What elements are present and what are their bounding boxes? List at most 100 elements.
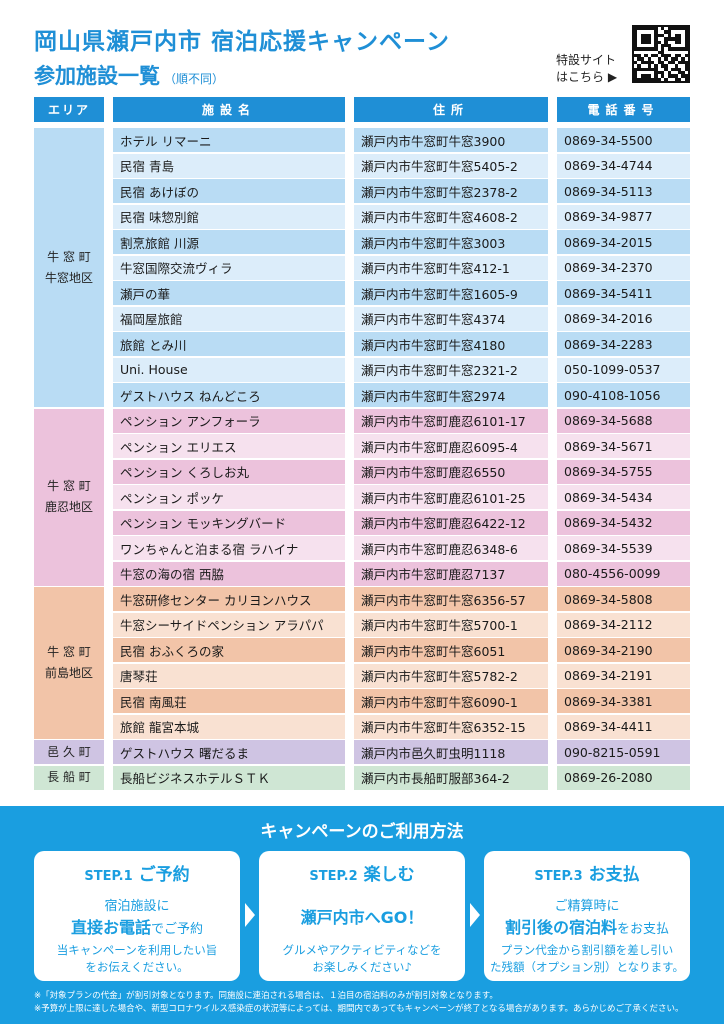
- footnote-1: ※「対象プランの代金」が割引対象となります。同施設に連泊される場合は、１泊目の宿…: [34, 991, 498, 1001]
- area-name: 長 船 町: [47, 770, 91, 784]
- step-2-line2: 瀬戸内市へGO！: [259, 904, 465, 928]
- step-1-heading: STEP.1 ご予約: [34, 860, 240, 885]
- facility-phone-cell[interactable]: 0869-34-5113: [557, 179, 690, 203]
- page-header: 岡山県瀬戸内市 宿泊応援キャンペーン 参加施設一覧 （順不同）: [34, 22, 450, 90]
- facility-address-cell: 瀬戸内市牛窓町牛窓412-1: [354, 255, 548, 280]
- step-1-label: STEP.1: [84, 869, 133, 884]
- facility-phone-cell[interactable]: 0869-34-2016: [557, 306, 690, 331]
- facility-phone-cell[interactable]: 0869-34-2283: [557, 332, 690, 356]
- facility-address-cell: 瀬戸内市邑久町虫明1118: [354, 740, 548, 764]
- facility-address-cell: 瀬戸内市牛窓町鹿忍6101-25: [354, 485, 548, 509]
- special-site-link[interactable]: 特設サイト はこちら ▶: [556, 52, 617, 86]
- column-header-phone: 電話番号: [557, 97, 690, 122]
- facility-phone-cell[interactable]: 0869-34-5539: [557, 536, 690, 560]
- step-1-emphasis: 直接お電話: [70, 918, 151, 937]
- facility-address-cell: 瀬戸内市牛窓町鹿忍6101-17: [354, 408, 548, 433]
- facility-name-cell: 民宿 おふくろの家: [113, 638, 345, 662]
- step-2-heading: STEP.2 楽しむ: [259, 860, 465, 885]
- area-cell: 牛 窓 町前島地区: [34, 587, 104, 739]
- facility-phone-cell[interactable]: 0869-34-5671: [557, 434, 690, 458]
- facility-name-cell: 民宿 南風荘: [113, 689, 345, 713]
- facility-phone-cell[interactable]: 0869-34-5411: [557, 281, 690, 305]
- area-name: 牛 窓 町: [47, 479, 91, 493]
- page-title: 岡山県瀬戸内市 宿泊応援キャンペーン: [34, 29, 450, 55]
- facility-phone-cell[interactable]: 080-4556-0099: [557, 561, 690, 586]
- step-3-label: STEP.3: [534, 869, 583, 884]
- facility-name-cell: 長船ビジネスホテルＳＴＫ: [113, 765, 345, 790]
- area-name: 邑 久 町: [47, 744, 91, 759]
- special-site-line2: はこちら ▶: [556, 70, 618, 84]
- step-1-note: 当キャンペーンを利用したい旨 をお伝えください。: [34, 942, 240, 976]
- facility-phone-cell[interactable]: 0869-34-4744: [557, 153, 690, 178]
- facility-address-cell: 瀬戸内市牛窓町牛窓6356-57: [354, 587, 548, 611]
- facility-name-cell: 旅館 龍宮本城: [113, 714, 345, 739]
- facility-address-cell: 瀬戸内市牛窓町牛窓4608-2: [354, 204, 548, 229]
- facility-phone-cell[interactable]: 0869-34-2190: [557, 638, 690, 662]
- step-1-note2: をお伝えください。: [85, 960, 189, 974]
- facility-name-cell: 民宿 青島: [113, 153, 345, 178]
- arrow-right-icon: [245, 903, 255, 927]
- facility-address-cell: 瀬戸内市牛窓町鹿忍6550: [354, 459, 548, 484]
- facility-address-cell: 瀬戸内市牛窓町牛窓1605-9: [354, 281, 548, 305]
- step-3-card: STEP.3 お支払 ご精算時に 割引後の宿泊料をお支払 プラン代金から割引額を差…: [484, 851, 690, 981]
- facility-phone-cell[interactable]: 0869-34-2015: [557, 230, 690, 254]
- area-cell: 邑 久 町: [34, 740, 104, 764]
- subtitle-text: 参加施設一覧: [34, 64, 160, 88]
- facility-name-cell: 旅館 とみ川: [113, 332, 345, 356]
- facility-address-cell: 瀬戸内市牛窓町牛窓3900: [354, 128, 548, 152]
- step-3-note1: プラン代金から割引額を差し引い: [500, 943, 674, 957]
- facility-phone-cell[interactable]: 0869-34-5755: [557, 459, 690, 484]
- facility-phone-cell[interactable]: 090-8215-0591: [557, 740, 690, 764]
- facility-name-cell: 唐琴荘: [113, 663, 345, 688]
- facility-name-cell: 牛窓国際交流ヴィラ: [113, 255, 345, 280]
- facility-phone-cell[interactable]: 0869-34-3381: [557, 689, 690, 713]
- facility-name-cell: ホテル リマーニ: [113, 128, 345, 152]
- qr-code-icon[interactable]: [632, 25, 690, 83]
- facility-name-cell: ペンション ポッケ: [113, 485, 345, 509]
- step-2-note: グルメやアクティビティなどを お楽しみください♪: [259, 942, 465, 976]
- facility-address-cell: 瀬戸内市牛窓町牛窓5700-1: [354, 612, 548, 637]
- facility-name-cell: ゲストハウス ねんどころ: [113, 383, 345, 407]
- facility-name-cell: ペンション アンフォーラ: [113, 408, 345, 433]
- facility-name-cell: 民宿 味惣別館: [113, 204, 345, 229]
- facility-address-cell: 瀬戸内市牛窓町牛窓4180: [354, 332, 548, 356]
- facility-phone-cell[interactable]: 090-4108-1056: [557, 383, 690, 407]
- facility-phone-cell[interactable]: 0869-34-2191: [557, 663, 690, 688]
- facility-name-cell: ワンちゃんと泊まる宿 ラハイナ: [113, 536, 345, 560]
- facility-name-cell: ペンション くろしお丸: [113, 459, 345, 484]
- facility-address-cell: 瀬戸内市牛窓町牛窓2321-2: [354, 357, 548, 382]
- subtitle-note: （順不同）: [164, 72, 225, 86]
- facility-phone-cell[interactable]: 0869-34-5434: [557, 485, 690, 509]
- facility-phone-cell[interactable]: 0869-34-5432: [557, 510, 690, 535]
- special-site-line1: 特設サイト: [556, 53, 617, 67]
- area-district: 前島地区: [44, 665, 93, 680]
- facility-phone-cell[interactable]: 0869-34-9877: [557, 204, 690, 229]
- facility-address-cell: 瀬戸内市牛窓町鹿忍6348-6: [354, 536, 548, 560]
- facility-address-cell: 瀬戸内市牛窓町牛窓6352-15: [354, 714, 548, 739]
- facility-phone-cell[interactable]: 0869-26-2080: [557, 765, 690, 790]
- step-2-label: STEP.2: [309, 869, 358, 884]
- facility-phone-cell[interactable]: 0869-34-2370: [557, 255, 690, 280]
- facility-address-cell: 瀬戸内市牛窓町牛窓5782-2: [354, 663, 548, 688]
- facility-name-cell: ペンション モッキングバード: [113, 510, 345, 535]
- column-header-area: エリア: [34, 97, 104, 122]
- facility-address-cell: 瀬戸内市牛窓町牛窓5405-2: [354, 153, 548, 178]
- facility-name-cell: 割烹旅館 川源: [113, 230, 345, 254]
- step-2-title: 楽しむ: [363, 865, 415, 885]
- step-1-line2-rest: でご予約: [151, 922, 204, 937]
- facility-phone-cell[interactable]: 050-1099-0537: [557, 357, 690, 382]
- facility-address-cell: 瀬戸内市牛窓町牛窓6090-1: [354, 689, 548, 713]
- facility-phone-cell[interactable]: 0869-34-5500: [557, 128, 690, 152]
- facility-phone-cell[interactable]: 0869-34-2112: [557, 612, 690, 637]
- facility-phone-cell[interactable]: 0869-34-4411: [557, 714, 690, 739]
- area-cell: 牛 窓 町鹿忍地区: [34, 408, 104, 586]
- facility-address-cell: 瀬戸内市長船町服部364-2: [354, 765, 548, 790]
- step-2-card: STEP.2 楽しむ 瀬戸内市へGO！ グルメやアクティビティなどを お楽しみくださ…: [259, 851, 465, 981]
- facility-phone-cell[interactable]: 0869-34-5808: [557, 587, 690, 611]
- area-name: 牛 窓 町: [47, 644, 91, 659]
- step-3-heading: STEP.3 お支払: [484, 860, 690, 885]
- column-header-name: 施設名: [113, 97, 345, 122]
- area-district: 鹿忍地区: [44, 500, 93, 514]
- facility-phone-cell[interactable]: 0869-34-5688: [557, 408, 690, 433]
- facility-name-cell: 牛窓シーサイドペンション アラパパ: [113, 612, 345, 637]
